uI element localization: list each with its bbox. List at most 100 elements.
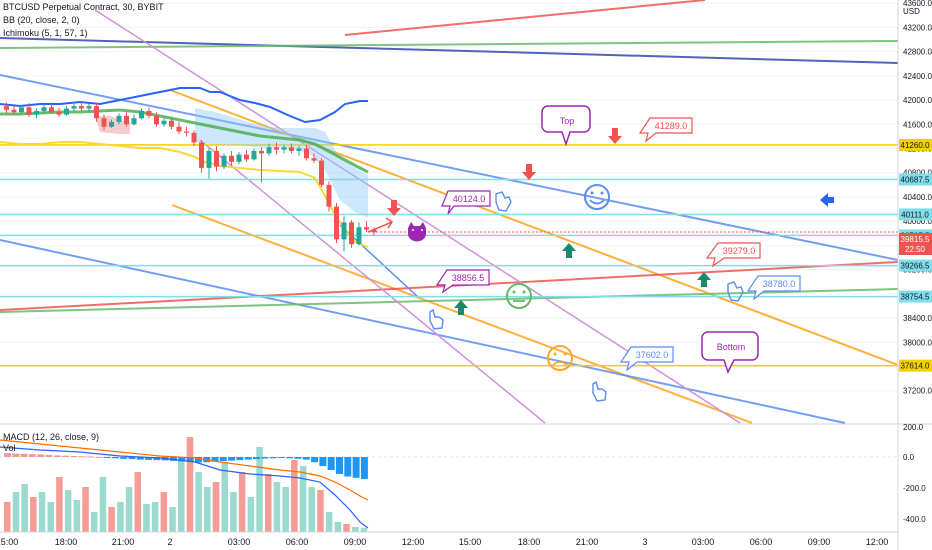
level-tag — [899, 138, 932, 151]
arrow-down-icon — [522, 164, 536, 180]
volume-bar — [334, 522, 342, 532]
legend-ichimoku: Ichimoku (5, 1, 57, 1) — [3, 28, 88, 38]
volume-bar — [256, 447, 263, 532]
volume-bar — [21, 484, 28, 532]
callout-label: 38780.0 — [763, 279, 796, 289]
svg-text:22:50: 22:50 — [905, 245, 926, 254]
time-tick-label: 12:00 — [866, 537, 889, 547]
time-tick-label: 06:00 — [750, 537, 773, 547]
horizontal-levels — [0, 144, 898, 367]
smiley-sad-icon — [547, 345, 573, 371]
price-tick-label: 42400.0 — [903, 72, 932, 81]
candle — [349, 219, 354, 248]
candle — [11, 106, 17, 115]
candle — [116, 113, 122, 125]
macd-bar — [45, 454, 53, 457]
candle — [244, 149, 249, 162]
candle — [304, 144, 309, 161]
price-callout: 38856.5 — [435, 269, 490, 294]
level-tag-label: 41260.0 — [901, 141, 930, 150]
time-tick-label: 18:00 — [518, 537, 541, 547]
price-tick-label: 43200.0 — [903, 23, 932, 32]
volume-bar — [186, 437, 194, 532]
level-tags: 41260.040687.540111.039765.539266.538754… — [899, 138, 932, 372]
candle — [79, 102, 84, 111]
candle — [161, 118, 167, 127]
macd-bar — [78, 456, 86, 458]
macd-bar — [253, 457, 260, 460]
candle — [71, 102, 77, 111]
callout-label: 39279.0 — [723, 246, 756, 256]
red-arrow-line — [367, 217, 394, 233]
candle — [236, 152, 242, 165]
macd-bar — [327, 457, 335, 470]
price-tick-label: 40000.0 — [903, 217, 932, 226]
volume-bar — [247, 497, 255, 532]
candle — [184, 126, 189, 137]
price-callout: 39279.0 — [705, 242, 761, 268]
time-tick-label: 21:00 — [112, 537, 135, 547]
legend-symbol: BTCUSD Perpetual Contract, 30, BYBIT — [3, 2, 164, 12]
volume-bar — [221, 462, 228, 532]
callout-label: 38856.5 — [452, 273, 485, 283]
macd-lines — [0, 439, 369, 529]
candle — [221, 153, 227, 170]
macd-bar — [344, 457, 352, 477]
volume-bar — [91, 512, 98, 532]
macd-bar — [128, 457, 136, 460]
candle — [199, 140, 204, 173]
level-tag — [899, 259, 932, 272]
macd-bar — [20, 453, 28, 457]
volume-bar — [99, 477, 107, 532]
macd-bar — [53, 455, 61, 457]
volume-bar — [317, 490, 324, 532]
macd-bar — [236, 457, 244, 461]
bubble-bottom: Bottom — [701, 331, 759, 374]
volume-bar — [12, 492, 20, 532]
candle — [191, 130, 197, 147]
macd-bar — [277, 457, 285, 459]
candle — [19, 104, 24, 114]
volume-bar — [134, 472, 141, 532]
time-axis[interactable]: 15:00 18:00 21:00 2 03:00 06:00 09:00 12:00 15:0… — [0, 537, 888, 547]
legend-bb: BB (20, close, 2, 0) — [3, 15, 80, 25]
volume-bar — [108, 507, 115, 532]
macd-bar — [336, 457, 343, 474]
price-tick-label: 40800.0 — [903, 169, 932, 178]
smiley-happy-icon — [584, 184, 610, 210]
macd-bar — [95, 457, 103, 458]
volume-bar — [282, 487, 289, 532]
price-axis[interactable]: 43600.0 43200.0 42800.0 42400.0 42000.0 41600… — [897, 0, 932, 550]
level-tag — [899, 208, 932, 221]
candle — [109, 119, 114, 128]
level-tag-label: 38754.5 — [901, 293, 930, 302]
candle — [311, 153, 317, 164]
cat-icon — [408, 222, 426, 242]
level-tag — [899, 173, 932, 186]
volume-bar — [204, 487, 211, 532]
indicator-lines — [0, 87, 369, 248]
macd-bar — [302, 457, 310, 460]
price-callout: 38780.0 — [746, 275, 801, 301]
macd-tick-label: -200.0 — [903, 484, 926, 493]
volume-bar — [117, 502, 124, 532]
volume-bar — [125, 487, 133, 532]
volume-bar — [352, 527, 359, 532]
macd-histogram — [4, 453, 368, 480]
candle — [371, 227, 377, 236]
candle — [266, 143, 272, 156]
candle — [326, 181, 332, 212]
macd-bar — [269, 457, 277, 459]
volume-bar — [343, 524, 350, 532]
candle — [26, 103, 32, 118]
macd-bar — [311, 457, 319, 463]
volume-bar — [291, 460, 298, 532]
level-tag-label: 40111.0 — [901, 210, 929, 219]
time-tick-label: 06:00 — [286, 537, 309, 547]
time-tick-label: 18:00 — [55, 537, 78, 547]
volume-bar — [308, 487, 315, 532]
macd-bar — [211, 457, 219, 462]
volume-bar — [73, 500, 81, 532]
macd-bar — [244, 457, 252, 460]
